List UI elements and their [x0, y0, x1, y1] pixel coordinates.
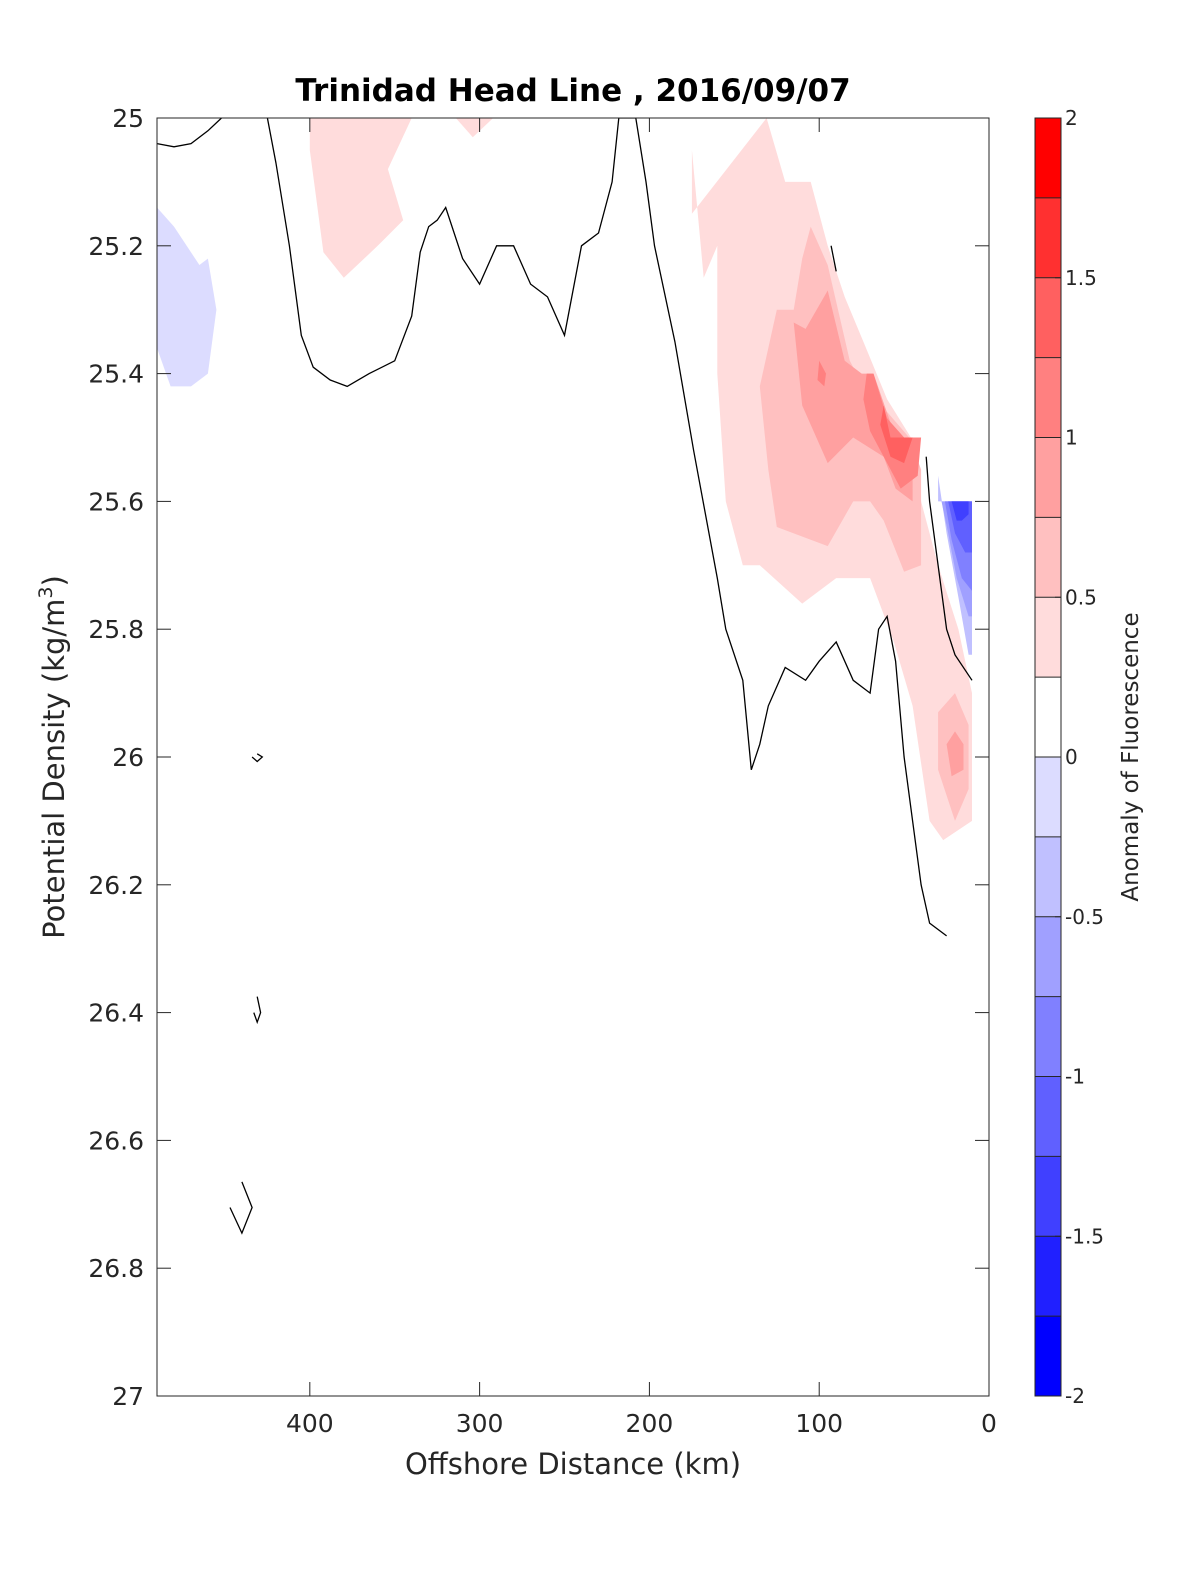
contour-region-7: [946, 731, 964, 777]
x-tick-label: 0: [981, 1409, 997, 1438]
contour-region-10: [880, 405, 913, 464]
colorbar-band: [1035, 677, 1061, 757]
contour-region-0: [309, 118, 472, 278]
colorbar-tick-label: 0: [1065, 745, 1078, 769]
plot-area: [156, 117, 990, 1397]
contour-region-3: [157, 207, 217, 387]
zero-contour-lines: [157, 118, 973, 1235]
x-tick-labels: 400 300 200 100 0: [286, 1409, 997, 1438]
chart-title: Trinidad Head Line , 2016/09/07: [295, 73, 850, 109]
y-tick-label: 25.2: [88, 232, 144, 261]
contour-line-6: [229, 1181, 253, 1235]
colorbar-tick-label: -2: [1065, 1384, 1085, 1408]
colorbar-tick-label: 1.5: [1065, 266, 1097, 290]
contour-region-9: [863, 373, 922, 489]
colorbar-tick-label: 1: [1065, 426, 1078, 450]
colorbar-band: [1035, 1156, 1061, 1237]
y-tick-labels: 25 25.2 25.4 25.6 25.8 26 26.2 26.4 26.6 26.8 27: [88, 104, 144, 1411]
x-tick-label: 400: [286, 1409, 334, 1438]
colorbar-band: [1035, 197, 1061, 278]
contour-line-3: [830, 245, 837, 272]
y-tick-label: 25.8: [88, 615, 144, 644]
y-tick-label: 25: [112, 104, 144, 133]
colorbar-ticks: 2 1.5 1 0.5 0 -0.5 -1 -1.5 -2: [1055, 106, 1104, 1408]
colorbar-band: [1035, 357, 1061, 438]
colorbar-band: [1035, 1076, 1061, 1157]
colorbar-band: [1035, 996, 1061, 1077]
colorbar-band: [1035, 836, 1061, 917]
contour-line-1: [266, 118, 947, 937]
colorbar-label: Anomaly of Fluorescence: [1118, 612, 1144, 901]
contour-region-1: [455, 118, 494, 138]
colorbar-band: [1035, 517, 1061, 598]
plot-frame: [156, 117, 990, 1397]
colorbar-tick-label: -1: [1065, 1065, 1085, 1089]
y-tick-label: 26.4: [88, 999, 144, 1028]
colorbar-tick-label: -1.5: [1065, 1224, 1104, 1248]
y-axis-label-close: ): [37, 575, 71, 586]
y-tick-label: 25.6: [88, 487, 144, 516]
x-tick-label: 300: [456, 1409, 504, 1438]
colorbar-tick-label: 2: [1065, 106, 1078, 130]
y-tick-label: 26.6: [88, 1126, 144, 1155]
contour-line-0: [157, 118, 222, 148]
colorbar-tick-label: 0.5: [1065, 585, 1097, 609]
y-tick-label: 26.2: [88, 871, 144, 900]
colorbar-band: [1035, 757, 1061, 837]
plot-background: [157, 118, 989, 1396]
y-tick-label: 27: [112, 1382, 144, 1411]
y-axis-label-main: Potential Density (kg/m: [37, 599, 71, 939]
contour-line-5: [253, 996, 262, 1025]
y-tick-label: 26: [112, 743, 144, 772]
x-tick-label: 100: [795, 1409, 843, 1438]
contour-region-15: [951, 501, 969, 521]
x-axis-label: Offshore Distance (km): [405, 1447, 741, 1481]
contour-line-4: [251, 753, 264, 763]
y-axis-label-superscript: 3: [35, 586, 57, 598]
colorbar-tick-label: -0.5: [1065, 905, 1104, 929]
colorbar-band: [1035, 277, 1061, 358]
colorbar-band: [1035, 1236, 1061, 1317]
colorbar: 2 1.5 1 0.5 0 -0.5 -1 -1.5 -2: [1034, 106, 1104, 1408]
colorbar-band: [1035, 597, 1061, 678]
filled-contour-regions: [157, 118, 972, 841]
colorbar-band: [1035, 916, 1061, 997]
y-tick-label: 26.8: [88, 1254, 144, 1283]
y-tick-label: 25.4: [88, 360, 144, 389]
colorbar-band: [1035, 118, 1061, 198]
colorbar-band: [1035, 437, 1061, 518]
colorbar-frame: [1034, 117, 1062, 1397]
colorbar-band: [1035, 1316, 1061, 1396]
contour-line-2: [925, 456, 973, 681]
x-tick-label: 200: [626, 1409, 674, 1438]
contour-region-8: [817, 360, 826, 387]
y-axis-label: Potential Density (kg/m3): [35, 575, 71, 939]
